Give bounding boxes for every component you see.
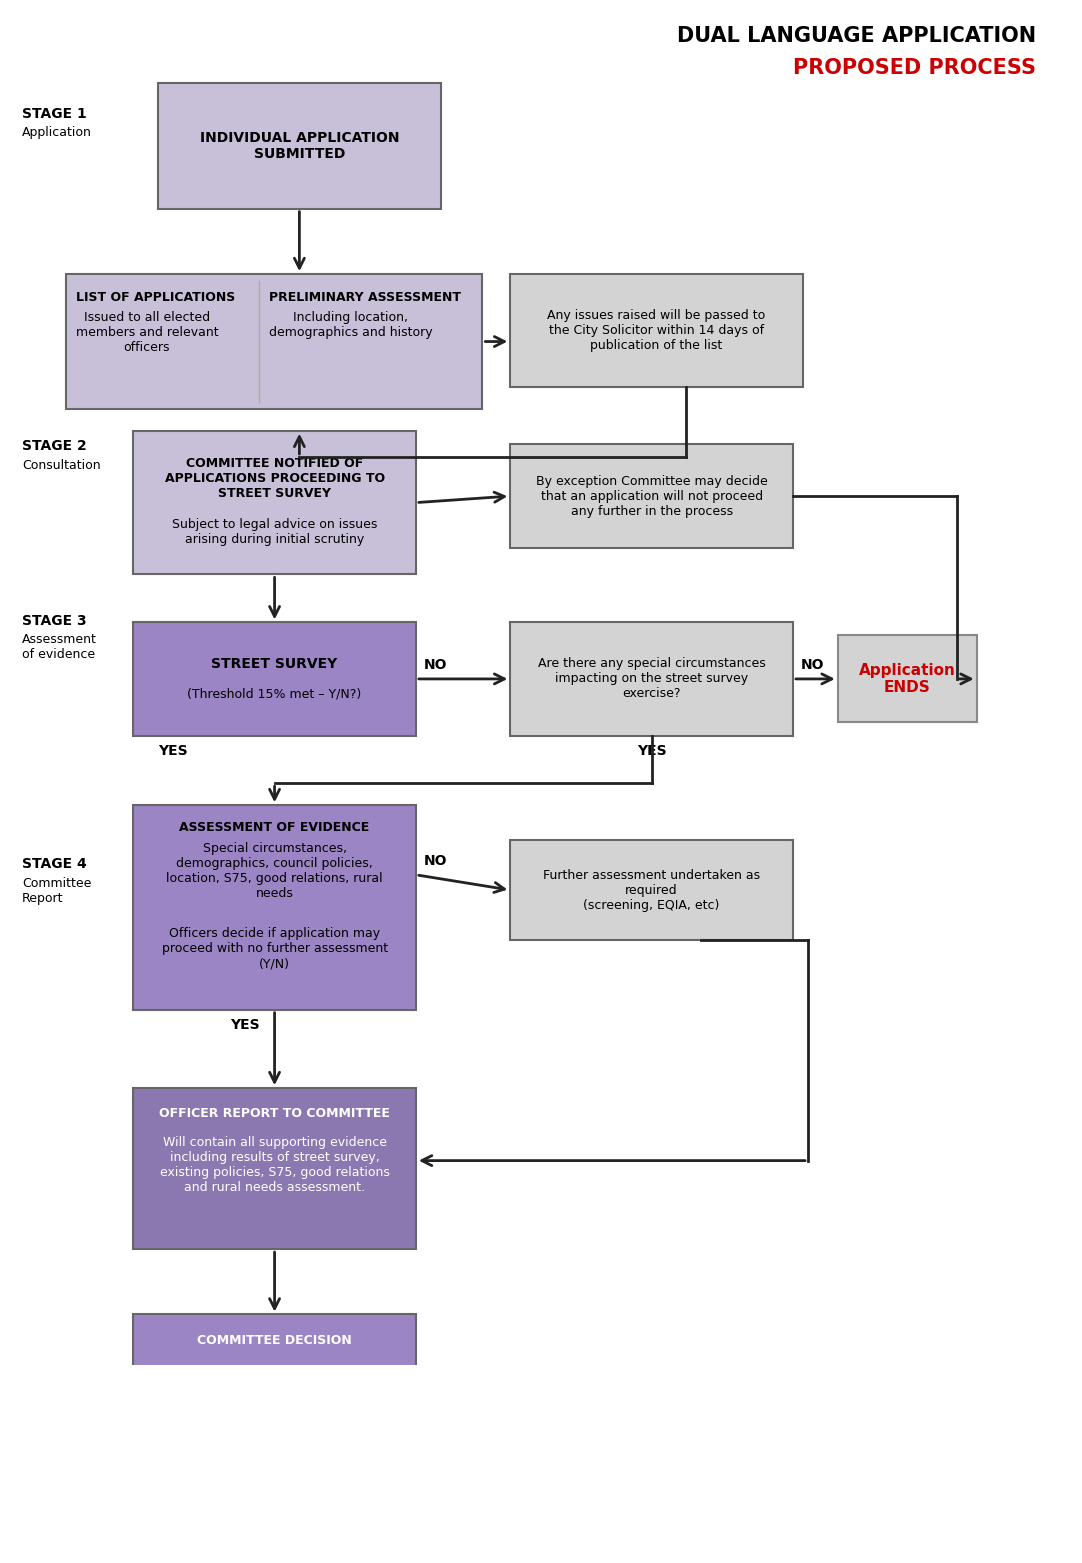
Text: Further assessment undertaken as
required
(screening, EQIA, etc): Further assessment undertaken as require… [543,869,761,911]
Bar [511,839,793,939]
Text: STAGE 1: STAGE 1 [22,106,87,120]
Text: Including location,
demographics and history: Including location, demographics and his… [269,311,433,339]
Text: By exception Committee may decide
that an application will not proceed
any furth: By exception Committee may decide that a… [536,475,767,517]
Text: YES: YES [158,744,187,758]
Text: PROPOSED PROCESS: PROPOSED PROCESS [793,58,1037,78]
Text: Committee: Committee [22,877,91,889]
Text: Report: Report [22,892,64,905]
Text: STREET SURVEY: STREET SURVEY [211,656,338,671]
Bar [133,1088,415,1249]
Bar [133,805,415,1010]
Bar [133,1314,415,1458]
Bar [133,431,415,575]
Text: COMMITTEE NOTIFIED OF
APPLICATIONS PROCEEDING TO
STREET SURVEY: COMMITTEE NOTIFIED OF APPLICATIONS PROCE… [164,456,384,500]
Bar [511,444,793,549]
Bar [133,1527,415,1563]
Text: NO: NO [424,853,448,867]
Text: COMMITTEE DECISION: COMMITTEE DECISION [197,1333,352,1347]
Bar [133,622,415,736]
Text: Are there any special circumstances
impacting on the street survey
exercise?: Are there any special circumstances impa… [538,658,766,700]
Text: STAGE 4: STAGE 4 [22,858,87,872]
Bar [511,274,803,388]
Text: STAGE 2: STAGE 2 [22,439,87,453]
Text: Issued to all elected
members and relevant
officers: Issued to all elected members and releva… [76,311,219,353]
Text: Special circumstances,
demographics, council policies,
location, S75, good relat: Special circumstances, demographics, cou… [167,842,383,900]
Text: Subject to legal advice on issues
arising during initial scrutiny: Subject to legal advice on issues arisin… [172,517,378,545]
Text: Will contain all supporting evidence
including results of street survey,
existin: Will contain all supporting evidence inc… [160,1136,390,1194]
Text: Assessment: Assessment [22,633,97,646]
Text: Officers decide if application may
proceed with no further assessment
(Y/N): Officers decide if application may proce… [161,927,387,971]
Bar [837,636,977,722]
Text: Committee reviews the evidence and
determines whether to erect a street
sign in : Committee reviews the evidence and deter… [157,1366,392,1410]
Text: NO: NO [801,658,824,672]
Bar [158,83,440,209]
Text: (Threshold 15% met – Y/N?): (Threshold 15% met – Y/N?) [187,688,361,700]
Text: INDIVIDUAL APPLICATION
SUBMITTED: INDIVIDUAL APPLICATION SUBMITTED [199,131,399,161]
Text: Any issues raised will be passed to
the City Solicitor within 14 days of
publica: Any issues raised will be passed to the … [547,309,766,352]
Text: Application: Application [22,127,92,139]
Text: STAGE 3: STAGE 3 [22,614,87,628]
Text: Application
ENDS: Application ENDS [859,663,955,696]
Text: YES: YES [637,744,667,758]
Text: YES: YES [230,1019,260,1033]
Bar [511,622,793,736]
Text: ASSESSMENT OF EVIDENCE: ASSESSMENT OF EVIDENCE [180,821,370,833]
Text: of evidence: of evidence [22,649,95,661]
Text: Consultation: Consultation [22,458,101,472]
Text: PRELIMINARY ASSESSMENT: PRELIMINARY ASSESSMENT [269,291,461,305]
Text: DUAL LANGUAGE APPLICATION: DUAL LANGUAGE APPLICATION [677,27,1037,45]
Bar [66,274,483,410]
Text: NO: NO [424,658,448,672]
Text: OFFICER REPORT TO COMMITTEE: OFFICER REPORT TO COMMITTEE [159,1107,390,1121]
Text: LIST OF APPLICATIONS: LIST OF APPLICATIONS [76,291,235,305]
